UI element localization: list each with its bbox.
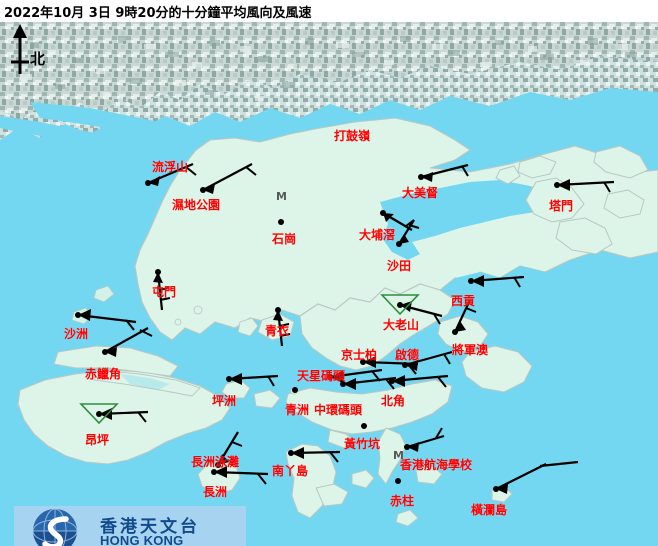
wind-barb-cheung-chau-beach [217,431,243,466]
hko-logo-mark [32,508,78,546]
station-label: 打鼓嶺 [334,129,371,143]
station-label: 京士柏 [341,348,378,362]
station-label: 青洲 [285,403,310,417]
station-dot-group [75,174,560,492]
hko-logo-name-cn: 香港天文台 [100,517,200,537]
mainland-china-region [0,22,658,164]
station-label: 昂坪 [85,433,110,447]
station-label: 石崗 [272,232,297,246]
kowloon-hk-island-region [285,283,533,485]
station-label: 北角 [381,394,406,408]
station-label: 坪洲 [212,394,237,408]
station-label: 天星碼頭 [297,369,346,383]
station-label: 沙洲 [64,327,89,341]
station-label: 將軍澳 [452,343,489,357]
station-label: 橫瀾島 [471,503,508,517]
north-arrow-label: 北 [30,50,46,68]
station-label: 大美督 [402,186,439,200]
station-label: 長洲泳灘 [191,455,240,469]
wind-barb-tai-po-kau [382,212,415,231]
north-arrow-icon [11,24,29,74]
station-label: 塔門 [549,199,574,213]
station-label: 長洲 [203,485,228,499]
wind-barb-tap-mun [556,179,615,193]
northeast-islands [495,145,649,255]
map-graphics [0,22,658,546]
station-label: 西貢 [451,294,476,308]
wind-barb-lamma-island [290,447,341,463]
wind-barb-north-point [391,374,449,388]
wind-barb-wetland-park [202,163,257,194]
station-label: 赤柱 [390,494,415,508]
wind-barb-tuen-mun [153,271,171,311]
wind-barb-sai-kung [470,275,525,288]
wind-barb-sha-chau [77,309,137,331]
station-label: 青衣 [265,324,290,338]
station-label: 香港航海學校 [400,458,473,472]
wind-barb-kai-tak [404,350,453,371]
marker-m-shek-kong: M [276,190,287,203]
wind-barb-sha-tin [398,219,420,245]
station-label: 屯門 [152,285,177,299]
wind-barb-central-pier [342,376,397,390]
hko-logo: 香港天文台 HONG KONG OBSERVATORY [14,506,246,546]
station-label: 流浮山 [152,160,189,174]
wind-barb-tsing-yi [273,309,291,347]
station-label: 赤鱲角 [85,367,122,381]
station-label: 濕地公園 [172,198,221,212]
wind-barbs-layer [77,162,615,494]
station-label: 中環碼頭 [314,403,363,417]
wind-barb-cheung-chau [213,466,269,485]
wind-barb-tseung-kwan-o [454,299,477,333]
marker-m-stanley: M [393,449,404,462]
wind-barb-peng-chau [228,373,279,387]
station-label: 啟德 [395,348,420,362]
station-markers-layer [75,174,560,492]
station-label: 黃竹坑 [344,437,381,451]
hko-logo-name-en: HONG KONG OBSERVATORY [100,533,184,546]
wind-barb-chek-lap-kok [104,327,153,357]
wind-barb-tai-mei-tuk [420,163,469,182]
lantau-island [17,345,231,465]
station-label: 大埔滘 [359,228,396,242]
wind-barb-waglan-island [495,460,579,494]
wind-barb-lau-fau-shan [147,162,197,186]
title-bar: 2022年10月 3日 9時20分的十分鐘平均風向及風速 [0,0,658,22]
map-canvas[interactable]: 北 M M 打鼓嶺流浮山濕地公園石崗 大美督塔門大埔滘沙田屯門西貢沙洲赤鱲角 青衣 大… [0,22,658,546]
station-triangle-group [79,294,420,425]
station-label: 南丫島 [272,464,309,478]
station-label: 沙田 [387,259,412,273]
page-title: 2022年10月 3日 9時20分的十分鐘平均風向及風速 [4,6,312,21]
wind-barb-hk-sea-school [406,427,445,452]
station-label: 大老山 [383,318,420,332]
